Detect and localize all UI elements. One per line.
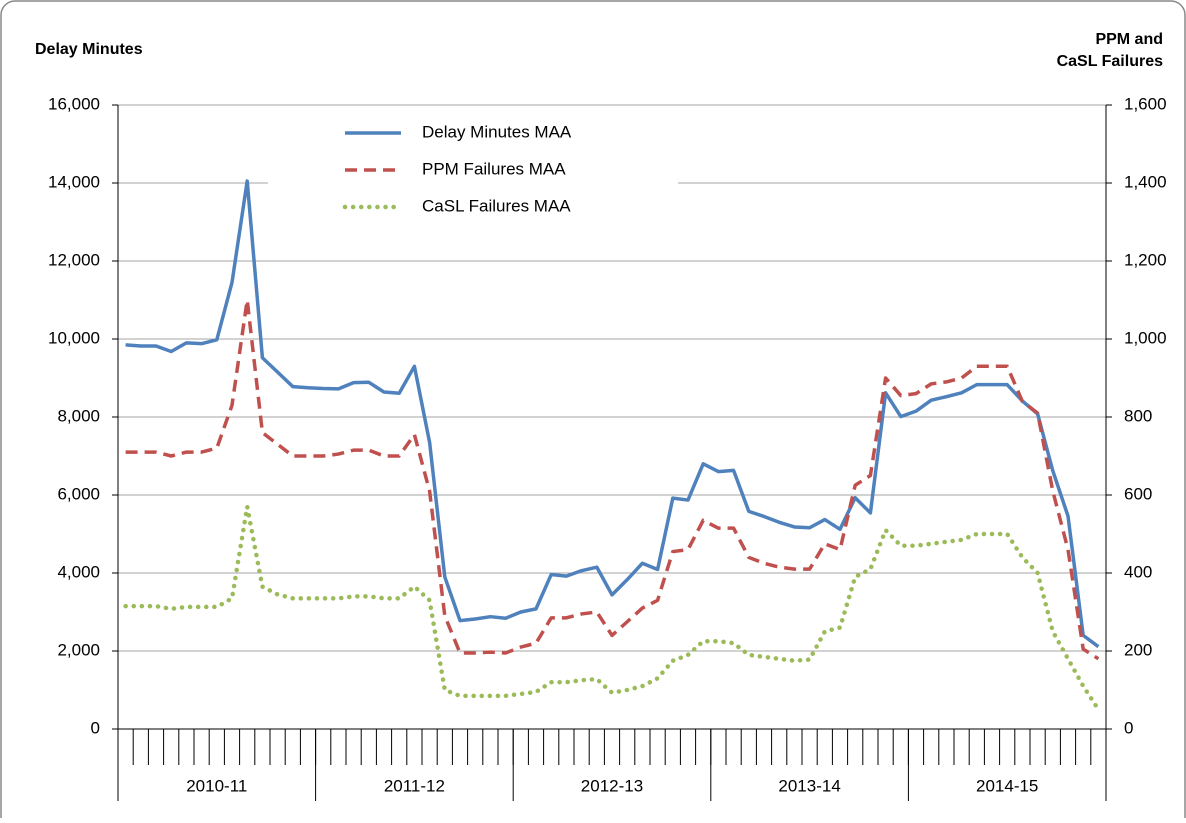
x-group-label: 2014-15 bbox=[976, 776, 1038, 795]
y-tick-label: 10,000 bbox=[48, 328, 100, 347]
y-axis-title: Delay Minutes bbox=[35, 41, 143, 58]
y2-tick-label: 200 bbox=[1124, 640, 1152, 659]
legend-box bbox=[268, 115, 678, 227]
y-tick-label: 14,000 bbox=[48, 172, 100, 191]
y-tick-label: 4,000 bbox=[57, 562, 100, 581]
series-line bbox=[125, 298, 1100, 661]
y2-tick-label: 1,000 bbox=[1124, 328, 1167, 347]
y2-tick-label: 1,600 bbox=[1124, 94, 1167, 113]
y2-tick-label: 0 bbox=[1124, 718, 1133, 737]
y-tick-label: 6,000 bbox=[57, 484, 100, 503]
series-line bbox=[123, 504, 1101, 712]
legend-label: Delay Minutes MAA bbox=[422, 122, 572, 141]
y2-tick-label: 600 bbox=[1124, 484, 1152, 503]
y2-axis-title: PPM and bbox=[1095, 31, 1163, 48]
y2-tick-label: 1,400 bbox=[1124, 172, 1167, 191]
series-line bbox=[125, 179, 1100, 649]
x-group-label: 2010-11 bbox=[186, 776, 247, 795]
y2-tick-label: 800 bbox=[1124, 406, 1152, 425]
x-group-label: 2013-14 bbox=[778, 776, 840, 795]
x-group-label: 2012-13 bbox=[581, 776, 643, 795]
legend-label: CaSL Failures MAA bbox=[422, 196, 571, 215]
y-tick-label: 2,000 bbox=[57, 640, 100, 659]
y2-tick-label: 1,200 bbox=[1124, 250, 1167, 269]
y-tick-label: 8,000 bbox=[57, 406, 100, 425]
y-tick-label: 0 bbox=[91, 718, 100, 737]
y-tick-label: 16,000 bbox=[48, 94, 100, 113]
y2-tick-label: 400 bbox=[1124, 562, 1152, 581]
legend-label: PPM Failures MAA bbox=[422, 159, 566, 178]
x-group-label: 2011-12 bbox=[384, 776, 445, 795]
y-tick-label: 12,000 bbox=[48, 250, 100, 269]
y2-axis-title: CaSL Failures bbox=[1057, 53, 1164, 70]
